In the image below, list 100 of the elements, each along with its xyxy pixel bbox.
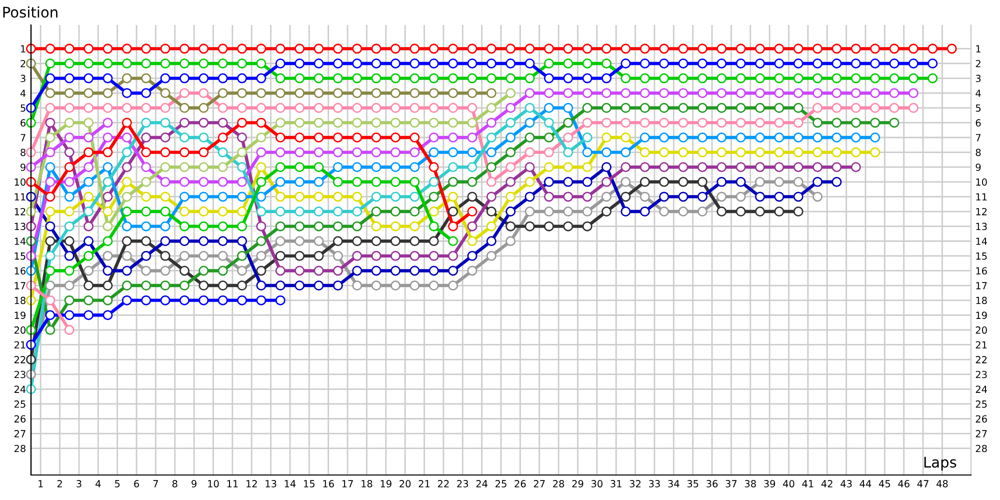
- x-tick-label: 46: [898, 480, 910, 488]
- point: [102, 236, 113, 246]
- point: [870, 44, 880, 54]
- y2-tick-label: 11: [976, 193, 987, 200]
- point: [332, 147, 343, 158]
- point: [275, 280, 286, 291]
- point: [428, 162, 439, 172]
- y-tick-label: 14: [14, 238, 26, 245]
- point: [448, 132, 458, 142]
- point: [410, 118, 420, 128]
- point: [544, 118, 554, 128]
- point: [352, 147, 362, 158]
- point: [832, 44, 842, 54]
- point: [582, 118, 592, 128]
- x-tick-label: 14: [284, 480, 296, 488]
- point: [390, 280, 400, 291]
- point: [410, 132, 420, 142]
- point: [524, 88, 535, 98]
- point: [659, 88, 670, 98]
- point: [294, 118, 305, 128]
- point: [563, 88, 574, 98]
- point: [390, 162, 400, 172]
- point: [141, 295, 152, 306]
- point: [275, 162, 286, 172]
- point: [602, 58, 612, 68]
- point: [544, 132, 554, 142]
- point: [275, 206, 286, 217]
- point: [448, 58, 458, 68]
- point: [237, 118, 248, 128]
- point: [179, 118, 190, 128]
- y2-tick-label: 22: [976, 356, 987, 364]
- point: [275, 44, 286, 54]
- point: [793, 176, 804, 187]
- point: [275, 176, 286, 187]
- x-tick-label: 41: [802, 480, 814, 488]
- point: [160, 280, 170, 291]
- point: [390, 206, 400, 217]
- point: [620, 44, 631, 54]
- point: [160, 44, 170, 54]
- point: [256, 147, 266, 158]
- point: [352, 192, 362, 202]
- point: [448, 176, 458, 187]
- point: [448, 236, 458, 246]
- point: [697, 58, 708, 68]
- point: [256, 206, 266, 217]
- point: [812, 132, 823, 142]
- point: [524, 147, 535, 158]
- y2-tick-label: 10: [976, 178, 987, 186]
- point: [716, 147, 727, 158]
- point: [160, 73, 170, 84]
- point: [410, 88, 420, 98]
- point: [410, 266, 420, 276]
- point: [102, 295, 113, 306]
- point: [198, 280, 209, 291]
- point: [275, 266, 286, 276]
- point: [410, 192, 420, 202]
- point: [45, 192, 56, 202]
- point: [620, 102, 631, 113]
- y2-tick-label: 20: [976, 326, 987, 334]
- point: [237, 250, 248, 261]
- point: [678, 58, 688, 68]
- point: [218, 73, 228, 84]
- point: [678, 132, 688, 142]
- point: [524, 58, 535, 68]
- point: [256, 236, 266, 246]
- point: [179, 192, 190, 202]
- point: [122, 176, 132, 187]
- point: [602, 192, 612, 202]
- point: [870, 102, 880, 113]
- point: [64, 250, 74, 261]
- point: [582, 176, 592, 187]
- point: [524, 118, 535, 128]
- point: [659, 102, 670, 113]
- point: [812, 102, 823, 113]
- point: [678, 88, 688, 98]
- point: [582, 73, 592, 84]
- point: [371, 44, 382, 54]
- point: [506, 221, 516, 232]
- point: [179, 102, 190, 113]
- point: [64, 310, 74, 320]
- y-tick-label: 2: [20, 60, 26, 68]
- point: [256, 176, 266, 187]
- point: [64, 295, 74, 306]
- point: [812, 176, 823, 187]
- point: [160, 206, 170, 217]
- point: [179, 295, 190, 306]
- point: [64, 132, 74, 142]
- point: [352, 58, 362, 68]
- point: [160, 132, 170, 142]
- x-tick-label: 5: [114, 480, 120, 488]
- point: [640, 73, 650, 84]
- point: [602, 206, 612, 217]
- point: [563, 176, 574, 187]
- point: [467, 88, 478, 98]
- point: [275, 221, 286, 232]
- y-tick-label: 22: [14, 356, 26, 364]
- point: [640, 192, 650, 202]
- point: [410, 147, 420, 158]
- y2-tick-label: 19: [976, 312, 987, 319]
- point: [256, 280, 266, 291]
